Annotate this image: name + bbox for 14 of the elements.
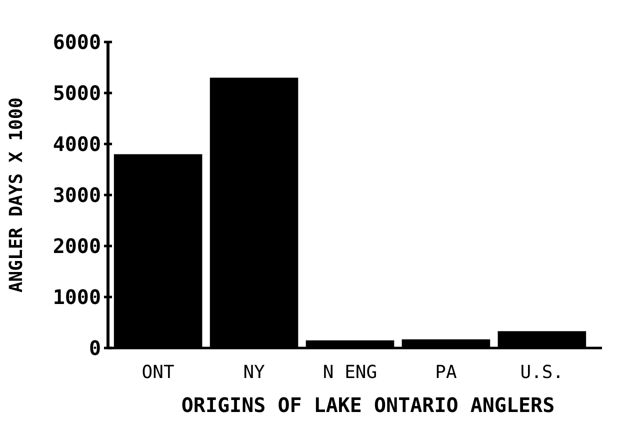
y-tick-label: 0 [88,336,101,360]
y-tick-label: 6000 [52,30,101,54]
x-tick-label: PA [435,362,457,383]
y-tick-label: 2000 [52,234,101,258]
x-tick-label: ONT [142,362,174,383]
x-tick-label: N ENG [322,362,378,383]
y-tick-label: 1000 [52,285,101,309]
y-axis-title: ANGLER DAYS X 1000 [6,97,27,293]
y-tick-label: 3000 [52,183,101,207]
x-axis-title: ORIGINS OF LAKE ONTARIO ANGLERS [181,393,555,417]
x-tick-label: NY [243,362,266,383]
y-tick-label: 4000 [52,132,101,156]
x-tick-label: U.S. [520,362,564,383]
y-tick-label: 5000 [52,81,101,105]
